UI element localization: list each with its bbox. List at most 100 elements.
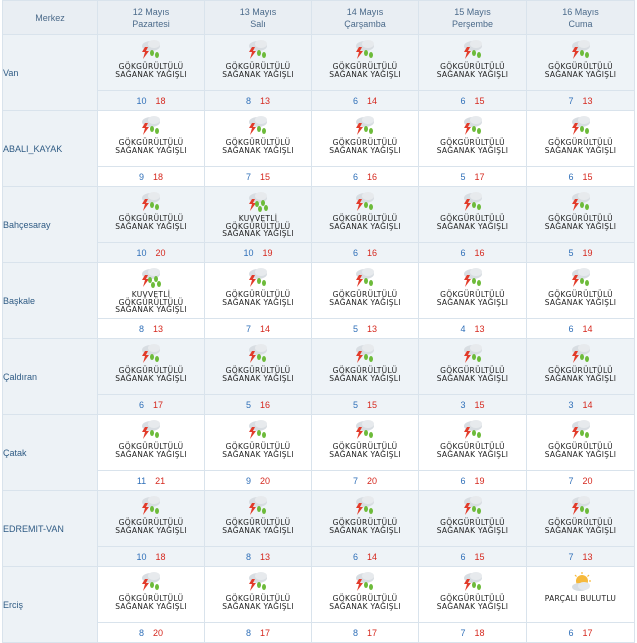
location-name[interactable]: Erciş [2,566,98,643]
min-temp: 5 [352,399,358,410]
max-temp: 20 [155,247,166,258]
weather-cell: GÖKGÜRÜLTÜLÜ SAĞANAK YAĞIŞLI [97,186,205,243]
max-temp: 18 [155,551,166,562]
weather-description-line: GÖKGÜRÜLTÜLÜ [225,221,291,231]
forecast-row: Erciş GÖKGÜRÜLTÜLÜ SAĞANAK YAĞIŞLI GÖKGÜRÜL… [2,566,635,643]
location-name[interactable]: Çatak [2,414,98,491]
weather-cell: GÖKGÜRÜLTÜLÜ SAĞANAK YAĞIŞLI [418,186,527,243]
min-temp: 8 [245,627,251,638]
weather-description-line: SAĞANAK YAĞIŞLI [544,297,617,307]
weather-description: GÖKGÜRÜLTÜLÜ SAĞANAK YAĞIŞLI [98,443,204,458]
thunder-rain-icon [312,419,418,441]
max-temp: 13 [582,551,593,562]
max-temp: 13 [153,323,164,334]
weather-cell: GÖKGÜRÜLTÜLÜ SAĞANAK YAĞIŞLI [204,490,312,547]
min-temp: 7 [352,475,358,486]
weather-cell: GÖKGÜRÜLTÜLÜ SAĞANAK YAĞIŞLI [97,490,205,547]
weather-description: GÖKGÜRÜLTÜLÜ SAĞANAK YAĞIŞLI [419,139,526,154]
location-name[interactable]: EDREMIT-VAN [2,490,98,567]
thunder-rain-icon [527,191,634,213]
weather-description: GÖKGÜRÜLTÜLÜ SAĞANAK YAĞIŞLI [98,139,204,154]
weather-description-line: GÖKGÜRÜLTÜLÜ [225,62,291,71]
weather-cell: GÖKGÜRÜLTÜLÜ SAĞANAK YAĞIŞLI [204,34,312,91]
weather-description: GÖKGÜRÜLTÜLÜ SAĞANAK YAĞIŞLI [527,519,634,534]
day-date: 15 Mayıs [454,6,491,17]
weather-description-line: GÖKGÜRÜLTÜLÜ [118,214,184,223]
temperature-cell: 6 16 [311,242,419,263]
temperature-cell: 5 15 [311,394,419,415]
thunder-rain-icon [419,191,526,213]
weather-description-line: GÖKGÜRÜLTÜLÜ [332,290,398,299]
weather-description-line: GÖKGÜRÜLTÜLÜ [548,366,613,375]
weather-cell: GÖKGÜRÜLTÜLÜ SAĞANAK YAĞIŞLI [311,414,419,471]
min-temp: 8 [352,627,358,638]
min-temp: 6 [352,551,358,562]
weather-description: GÖKGÜRÜLTÜLÜ SAĞANAK YAĞIŞLI [98,215,204,230]
temperature-cell: 6 15 [418,90,527,111]
weather-cell: GÖKGÜRÜLTÜLÜ SAĞANAK YAĞIŞLI [204,110,312,167]
weather-cell: GÖKGÜRÜLTÜLÜ SAĞANAK YAĞIŞLI [311,186,419,243]
temperature-cell: 9 18 [97,166,205,187]
temperature-cell: 8 13 [204,546,312,567]
temperature-cell: 4 13 [418,318,527,339]
weather-cell: GÖKGÜRÜLTÜLÜ SAĞANAK YAĞIŞLI [311,110,419,167]
temperature-cell: 5 16 [204,394,312,415]
weather-description-line: SAĞANAK YAĞIŞLI [222,449,294,459]
weather-description: GÖKGÜRÜLTÜLÜ SAĞANAK YAĞIŞLI [527,63,634,78]
max-temp: 20 [260,475,271,486]
location-name[interactable]: Van [2,34,98,111]
weather-description: GÖKGÜRÜLTÜLÜ SAĞANAK YAĞIŞLI [205,519,311,534]
weather-description-line: SAĞANAK YAĞIŞLI [115,221,187,231]
max-temp: 13 [582,95,593,106]
forecast-row: Van GÖKGÜRÜLTÜLÜ SAĞANAK YAĞIŞLI GÖKGÜRÜLTÜ… [2,34,635,111]
location-name[interactable]: Bahçesaray [2,186,98,263]
weather-description: GÖKGÜRÜLTÜLÜ SAĞANAK YAĞIŞLI [527,215,634,230]
weather-description: GÖKGÜRÜLTÜLÜ SAĞANAK YAĞIŞLI [312,595,418,610]
weather-description-line: SAĞANAK YAĞIŞLI [222,297,294,307]
weather-cell: GÖKGÜRÜLTÜLÜ SAĞANAK YAĞIŞLI [311,34,419,91]
day-date: 13 Mayıs [239,6,277,17]
weather-description-line: SAĞANAK YAĞIŞLI [544,145,617,155]
thunder-rain-icon [205,343,311,365]
day-weekday: Pazartesi [132,18,170,29]
thunder-rain-icon [98,191,204,213]
temperature-cell: 7 13 [526,90,635,111]
temperature-row: 10 18 8 13 6 14 6 15 7 13 [3,546,635,567]
weather-description-line: SAĞANAK YAĞIŞLI [222,229,294,238]
location-name[interactable]: Başkale [2,262,98,339]
weather-cell: GÖKGÜRÜLTÜLÜ SAĞANAK YAĞIŞLI [204,566,312,623]
weather-description: GÖKGÜRÜLTÜLÜ SAĞANAK YAĞIŞLI [527,291,634,306]
temperature-cell: 10 19 [204,242,312,263]
thunder-rain-icon [205,115,311,137]
min-temp: 9 [245,475,251,486]
location-name[interactable]: ABALI_KAYAK [2,110,98,187]
max-temp: 15 [474,399,485,410]
temperature-cell: 8 13 [97,318,205,339]
temperature-row: 11 21 9 20 7 20 6 19 7 20 [3,470,635,491]
min-temp: 10 [136,551,147,562]
weather-description: GÖKGÜRÜLTÜLÜ SAĞANAK YAĞIŞLI [312,519,418,534]
day-header: 16 Mayıs Cuma [526,0,635,35]
thunder-rain-icon [312,39,418,61]
location-name[interactable]: Çaldıran [2,338,98,415]
thunder-rain-icon [312,495,418,517]
thunder-rain-icon [312,267,418,289]
weather-description: GÖKGÜRÜLTÜLÜ SAĞANAK YAĞIŞLI [205,139,311,154]
day-date: 14 Mayıs [346,6,384,17]
min-temp: 6 [460,247,466,258]
temperature-cell: 6 14 [311,90,419,111]
weather-description-line: GÖKGÜRÜLTÜLÜ [118,594,184,603]
min-temp: 7 [245,323,251,334]
temperature-cell: 7 20 [311,470,419,491]
weather-description-line: GÖKGÜRÜLTÜLÜ [118,442,184,451]
weather-description: GÖKGÜRÜLTÜLÜ SAĞANAK YAĞIŞLI [312,367,418,382]
weather-description-line: GÖKGÜRÜLTÜLÜ [332,594,398,603]
forecast-row: EDREMIT-VAN GÖKGÜRÜLTÜLÜ SAĞANAK YAĞIŞLI GÖ… [2,490,635,567]
header-row: Merkez 12 Mayıs Pazartesi 13 Mayıs Salı 14… [2,0,635,35]
weather-description-line: SAĞANAK YAĞIŞLI [222,69,294,79]
thunder-rain-icon [419,343,526,365]
weather-cell: GÖKGÜRÜLTÜLÜ SAĞANAK YAĞIŞLI [418,566,527,623]
weather-description-line: GÖKGÜRÜLTÜLÜ [332,138,398,147]
thunder-rain-icon [527,267,634,289]
